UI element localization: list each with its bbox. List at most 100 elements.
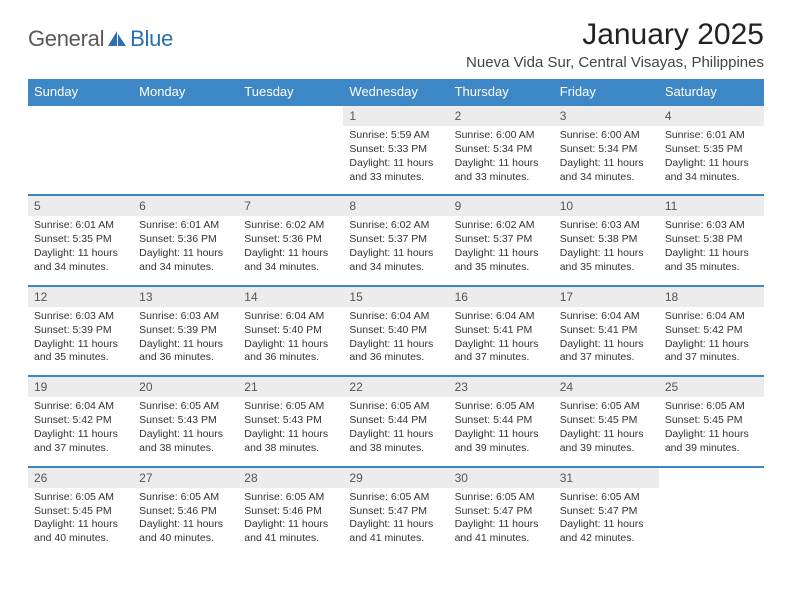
daylight-line: Daylight: 11 hours and 40 minutes. [34,518,118,544]
daylight-line: Daylight: 11 hours and 41 minutes. [455,518,539,544]
day-body: Sunrise: 6:05 AMSunset: 5:43 PMDaylight:… [238,397,343,465]
sunrise-line: Sunrise: 5:59 AM [349,129,429,141]
sunset-line: Sunset: 5:36 PM [244,233,322,245]
daylight-line: Daylight: 11 hours and 41 minutes. [349,518,433,544]
daylight-line: Daylight: 11 hours and 39 minutes. [455,428,539,454]
calendar-day-cell [133,105,238,195]
calendar-day-cell: 13Sunrise: 6:03 AMSunset: 5:39 PMDayligh… [133,286,238,376]
sunrise-line: Sunrise: 6:03 AM [560,219,640,231]
day-number: 10 [554,196,659,216]
sunset-line: Sunset: 5:34 PM [455,143,533,155]
weekday-header: Thursday [449,79,554,105]
sunrise-line: Sunrise: 6:03 AM [665,219,745,231]
daylight-line: Daylight: 11 hours and 38 minutes. [139,428,223,454]
sunrise-line: Sunrise: 6:04 AM [665,310,745,322]
day-body: Sunrise: 6:05 AMSunset: 5:46 PMDaylight:… [238,488,343,556]
day-number: 12 [28,287,133,307]
day-body: Sunrise: 6:05 AMSunset: 5:44 PMDaylight:… [343,397,448,465]
sunrise-line: Sunrise: 6:05 AM [349,400,429,412]
day-body: Sunrise: 6:01 AMSunset: 5:36 PMDaylight:… [133,216,238,284]
sunrise-line: Sunrise: 6:00 AM [455,129,535,141]
calendar-day-cell [238,105,343,195]
calendar-week-row: 26Sunrise: 6:05 AMSunset: 5:45 PMDayligh… [28,467,764,556]
sunset-line: Sunset: 5:47 PM [349,505,427,517]
calendar-day-cell: 2Sunrise: 6:00 AMSunset: 5:34 PMDaylight… [449,105,554,195]
daylight-line: Daylight: 11 hours and 34 minutes. [244,247,328,273]
daylight-line: Daylight: 11 hours and 40 minutes. [139,518,223,544]
day-body [238,126,343,186]
calendar-day-cell: 8Sunrise: 6:02 AMSunset: 5:37 PMDaylight… [343,195,448,285]
day-body: Sunrise: 6:05 AMSunset: 5:43 PMDaylight:… [133,397,238,465]
daylight-line: Daylight: 11 hours and 37 minutes. [560,338,644,364]
daylight-line: Daylight: 11 hours and 34 minutes. [349,247,433,273]
sunset-line: Sunset: 5:46 PM [139,505,217,517]
sunset-line: Sunset: 5:45 PM [665,414,743,426]
calendar-day-cell: 5Sunrise: 6:01 AMSunset: 5:35 PMDaylight… [28,195,133,285]
calendar-week-row: 19Sunrise: 6:04 AMSunset: 5:42 PMDayligh… [28,376,764,466]
calendar-day-cell: 25Sunrise: 6:05 AMSunset: 5:45 PMDayligh… [659,376,764,466]
calendar-week-row: 1Sunrise: 5:59 AMSunset: 5:33 PMDaylight… [28,105,764,195]
day-body: Sunrise: 6:00 AMSunset: 5:34 PMDaylight:… [449,126,554,194]
logo: General Blue [28,18,173,52]
daylight-line: Daylight: 11 hours and 38 minutes. [244,428,328,454]
title-block: January 2025 Nueva Vida Sur, Central Vis… [466,18,764,71]
day-body: Sunrise: 6:05 AMSunset: 5:45 PMDaylight:… [554,397,659,465]
sunrise-line: Sunrise: 6:02 AM [455,219,535,231]
sunrise-line: Sunrise: 6:02 AM [349,219,429,231]
sunrise-line: Sunrise: 6:05 AM [139,491,219,503]
day-body: Sunrise: 6:04 AMSunset: 5:41 PMDaylight:… [449,307,554,375]
day-number: 9 [449,196,554,216]
calendar-day-cell: 15Sunrise: 6:04 AMSunset: 5:40 PMDayligh… [343,286,448,376]
sunrise-line: Sunrise: 6:05 AM [349,491,429,503]
sunset-line: Sunset: 5:34 PM [560,143,638,155]
day-number: 28 [238,468,343,488]
day-number: 4 [659,106,764,126]
sunset-line: Sunset: 5:41 PM [455,324,533,336]
weekday-header: Tuesday [238,79,343,105]
day-number: 3 [554,106,659,126]
day-body [659,488,764,548]
day-body: Sunrise: 6:02 AMSunset: 5:36 PMDaylight:… [238,216,343,284]
day-body: Sunrise: 6:05 AMSunset: 5:45 PMDaylight:… [28,488,133,556]
day-body: Sunrise: 6:04 AMSunset: 5:41 PMDaylight:… [554,307,659,375]
daylight-line: Daylight: 11 hours and 35 minutes. [455,247,539,273]
daylight-line: Daylight: 11 hours and 37 minutes. [665,338,749,364]
calendar-day-cell: 12Sunrise: 6:03 AMSunset: 5:39 PMDayligh… [28,286,133,376]
day-number [28,106,133,126]
day-number: 15 [343,287,448,307]
day-body [133,126,238,186]
daylight-line: Daylight: 11 hours and 34 minutes. [560,157,644,183]
page-subtitle: Nueva Vida Sur, Central Visayas, Philipp… [466,54,764,71]
day-body: Sunrise: 6:05 AMSunset: 5:44 PMDaylight:… [449,397,554,465]
header: General Blue January 2025 Nueva Vida Sur… [28,18,764,71]
day-body: Sunrise: 6:01 AMSunset: 5:35 PMDaylight:… [28,216,133,284]
calendar-day-cell [28,105,133,195]
calendar-day-cell: 16Sunrise: 6:04 AMSunset: 5:41 PMDayligh… [449,286,554,376]
sunrise-line: Sunrise: 6:04 AM [349,310,429,322]
day-number: 22 [343,377,448,397]
day-number: 21 [238,377,343,397]
sunset-line: Sunset: 5:35 PM [665,143,743,155]
calendar-day-cell [659,467,764,556]
sunset-line: Sunset: 5:42 PM [34,414,112,426]
weekday-header: Sunday [28,79,133,105]
day-body: Sunrise: 6:04 AMSunset: 5:40 PMDaylight:… [343,307,448,375]
day-number: 7 [238,196,343,216]
daylight-line: Daylight: 11 hours and 35 minutes. [665,247,749,273]
day-number: 27 [133,468,238,488]
day-number [238,106,343,126]
calendar-day-cell: 19Sunrise: 6:04 AMSunset: 5:42 PMDayligh… [28,376,133,466]
sunset-line: Sunset: 5:39 PM [34,324,112,336]
calendar-page: General Blue January 2025 Nueva Vida Sur… [0,0,792,566]
day-number: 24 [554,377,659,397]
calendar-day-cell: 18Sunrise: 6:04 AMSunset: 5:42 PMDayligh… [659,286,764,376]
day-number: 17 [554,287,659,307]
daylight-line: Daylight: 11 hours and 39 minutes. [665,428,749,454]
sunset-line: Sunset: 5:44 PM [455,414,533,426]
weekday-header: Saturday [659,79,764,105]
sunset-line: Sunset: 5:38 PM [665,233,743,245]
day-body [28,126,133,186]
day-number [659,468,764,488]
sunrise-line: Sunrise: 6:04 AM [560,310,640,322]
sunrise-line: Sunrise: 6:05 AM [244,491,324,503]
